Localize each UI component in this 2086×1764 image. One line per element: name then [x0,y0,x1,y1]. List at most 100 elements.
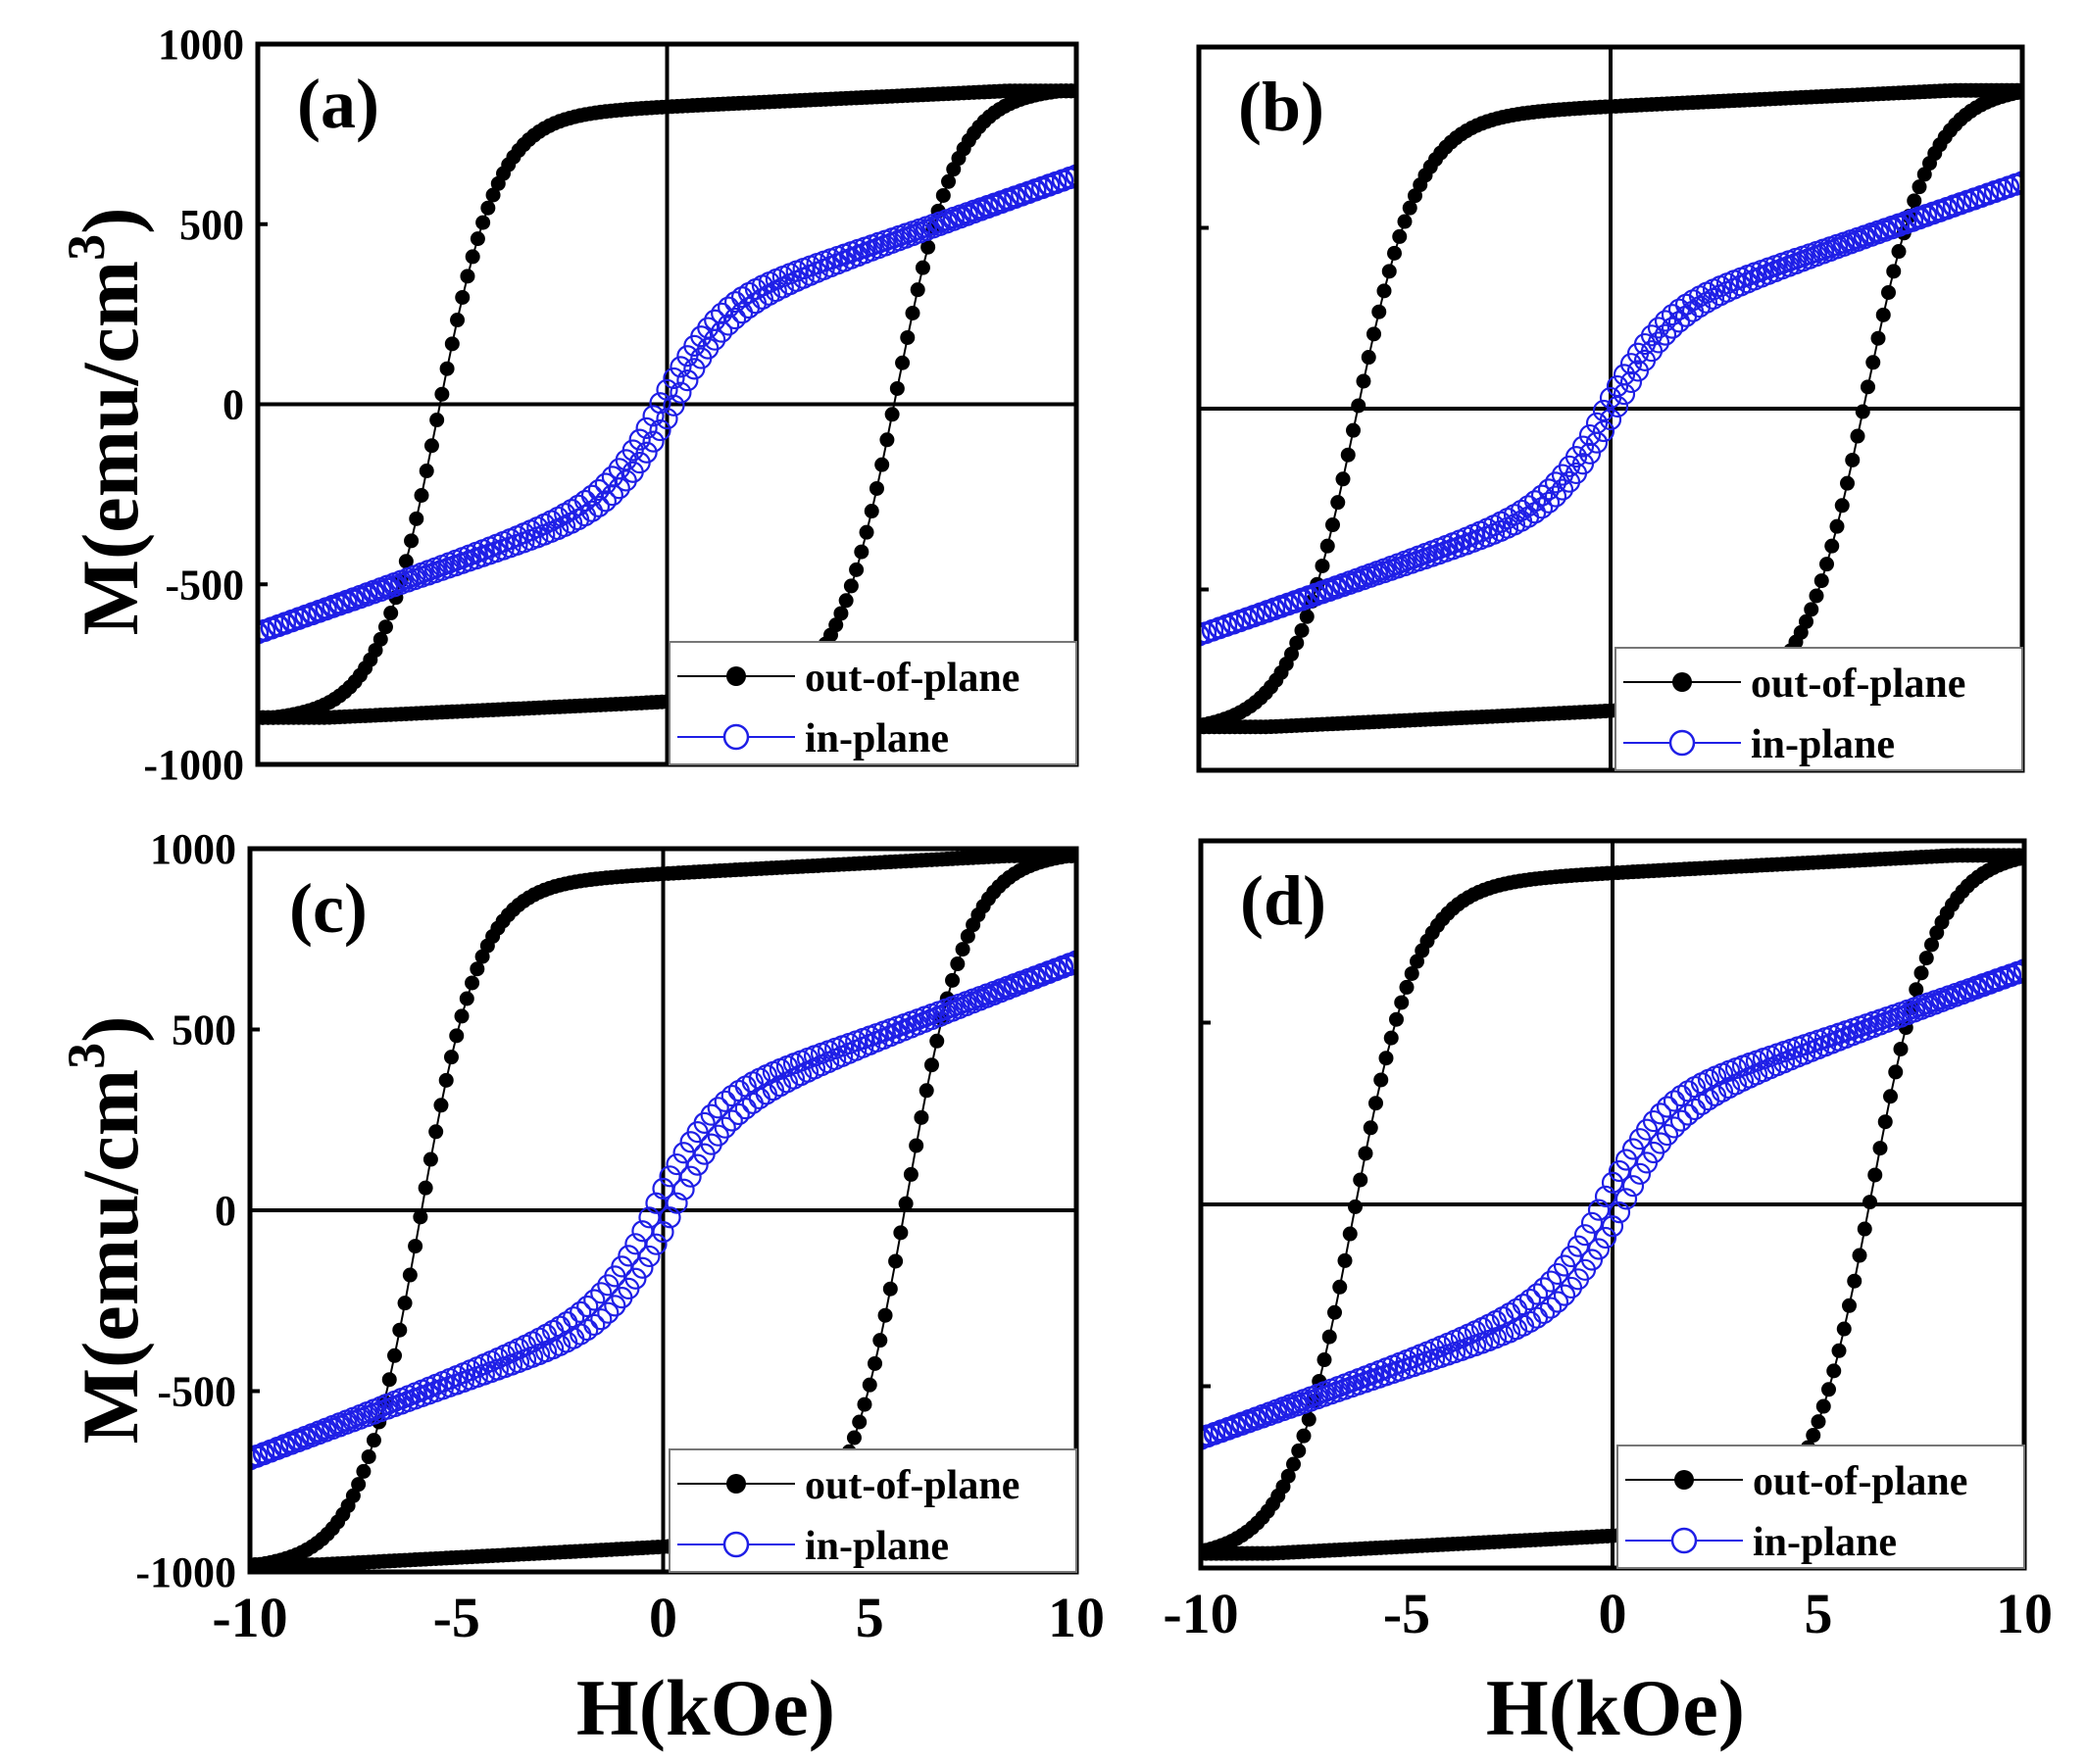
in-plane-point [1614,1149,1638,1171]
out-of-plane-point [1912,179,1927,195]
legend-marker-out-of-plane [726,666,746,686]
in-plane-point [652,1221,674,1244]
in-plane-point [666,1192,688,1214]
out-of-plane-point [846,1430,862,1446]
in-plane-point [631,1256,654,1279]
out-of-plane-point [474,949,490,964]
out-of-plane-point [470,961,485,977]
out-of-plane-point [404,533,420,549]
out-of-plane-point [888,1253,904,1269]
in-plane-point [672,1142,695,1164]
out-of-plane-point [356,1463,372,1479]
out-of-plane-point [1387,245,1402,261]
in-plane-point [1669,1109,1693,1132]
in-plane-point [720,1109,743,1132]
panel-c: -1000 -500 0 500 1000 -10 -5 0 5 10 (c) out-of-plan… [135,825,1105,1649]
out-of-plane-point [422,1152,438,1167]
out-of-plane-point [1327,1304,1342,1320]
out-of-plane-point [1383,1030,1399,1046]
in-plane-point [621,439,644,462]
out-of-plane-point [398,554,414,569]
out-of-plane-point [372,631,388,647]
out-of-plane-point [874,457,890,472]
y-tick-label: 1000 [158,21,244,69]
y-tick-label: 1000 [150,825,236,873]
out-of-plane-point [1366,326,1381,342]
in-plane-point [1544,485,1567,508]
legend-label-out-of-plane: out-of-plane [1753,1459,1967,1504]
in-plane-point [604,1295,626,1317]
in-plane-point [707,1124,729,1147]
out-of-plane-point [1909,982,1924,998]
in-plane-point [659,1206,681,1229]
out-of-plane-point [1804,602,1819,617]
in-plane-point [1594,1185,1617,1207]
out-of-plane-point [868,1355,883,1371]
in-plane-point [601,484,623,507]
in-plane-point [1608,1201,1631,1224]
panel-label: (c) [289,869,368,948]
in-plane-point [258,622,270,645]
out-of-plane-point [366,1433,381,1448]
out-of-plane-point [1877,1114,1893,1130]
in-plane-point [1654,323,1677,346]
out-of-plane-point [1291,1443,1307,1458]
in-plane-point [1546,1291,1569,1313]
in-plane-point [1601,1215,1624,1238]
out-of-plane-point [454,1008,470,1024]
out-of-plane-point [1342,1226,1358,1242]
in-plane-point [1566,1235,1590,1257]
x-tick-label: -10 [212,1586,287,1649]
legend-marker-in-plane [722,1531,750,1558]
in-plane-point [741,1092,764,1114]
in-plane-point [590,1282,613,1304]
in-plane-point [1647,331,1670,354]
y-axis-label-bottom-prefix: M(emu/cm [66,1069,155,1445]
in-plane-point [1585,431,1609,454]
out-of-plane-point [1891,244,1907,260]
out-of-plane-point [1348,1199,1363,1214]
out-of-plane-point [914,1109,929,1125]
y-axis-label-bottom-suffix: ) [66,1016,155,1043]
out-of-plane-point [879,432,895,448]
out-of-plane-point [854,544,869,560]
in-plane-point [670,356,692,378]
x-tick-label: 5 [856,1586,884,1649]
out-of-plane-point [1842,1298,1857,1313]
out-of-plane-point [439,361,455,376]
y-axis-label-top-sup: 3 [57,234,116,261]
out-of-plane-point [843,578,859,594]
in-plane-point [1654,310,1677,332]
in-plane-point [704,328,726,351]
legend: out-of-plane in-plane [1616,1445,2025,1569]
out-of-plane-point [387,1348,403,1363]
out-of-plane-point [443,1050,459,1065]
y-tick-label: -500 [165,561,244,609]
out-of-plane-point [849,562,865,577]
out-of-plane-point [857,1396,872,1412]
out-of-plane-point [1834,498,1850,514]
in-plane-point [631,1220,654,1243]
x-axis-label-right: H(kOe) [1486,1663,1745,1752]
in-plane-point [1573,1224,1597,1247]
out-of-plane-point [418,1180,433,1196]
in-plane-point [679,1165,702,1188]
y-axis-label-top-suffix: ) [66,208,155,234]
out-of-plane-point [1392,228,1408,244]
out-of-plane-point [465,975,480,991]
in-plane-point [1201,1428,1213,1450]
out-of-plane-point [893,1225,909,1241]
out-of-plane-point [475,215,491,230]
out-of-plane-point [877,1307,893,1323]
in-plane-point [1628,1162,1652,1185]
out-of-plane-point [910,282,925,298]
out-of-plane-point [449,1028,465,1044]
out-of-plane-point [1924,937,1939,953]
out-of-plane-point [915,260,930,275]
in-plane-point [663,367,685,390]
in-plane-point [1199,624,1211,647]
out-of-plane-point [950,956,966,972]
out-of-plane-point [392,1322,408,1338]
legend-label-in-plane: in-plane [1751,722,1895,767]
